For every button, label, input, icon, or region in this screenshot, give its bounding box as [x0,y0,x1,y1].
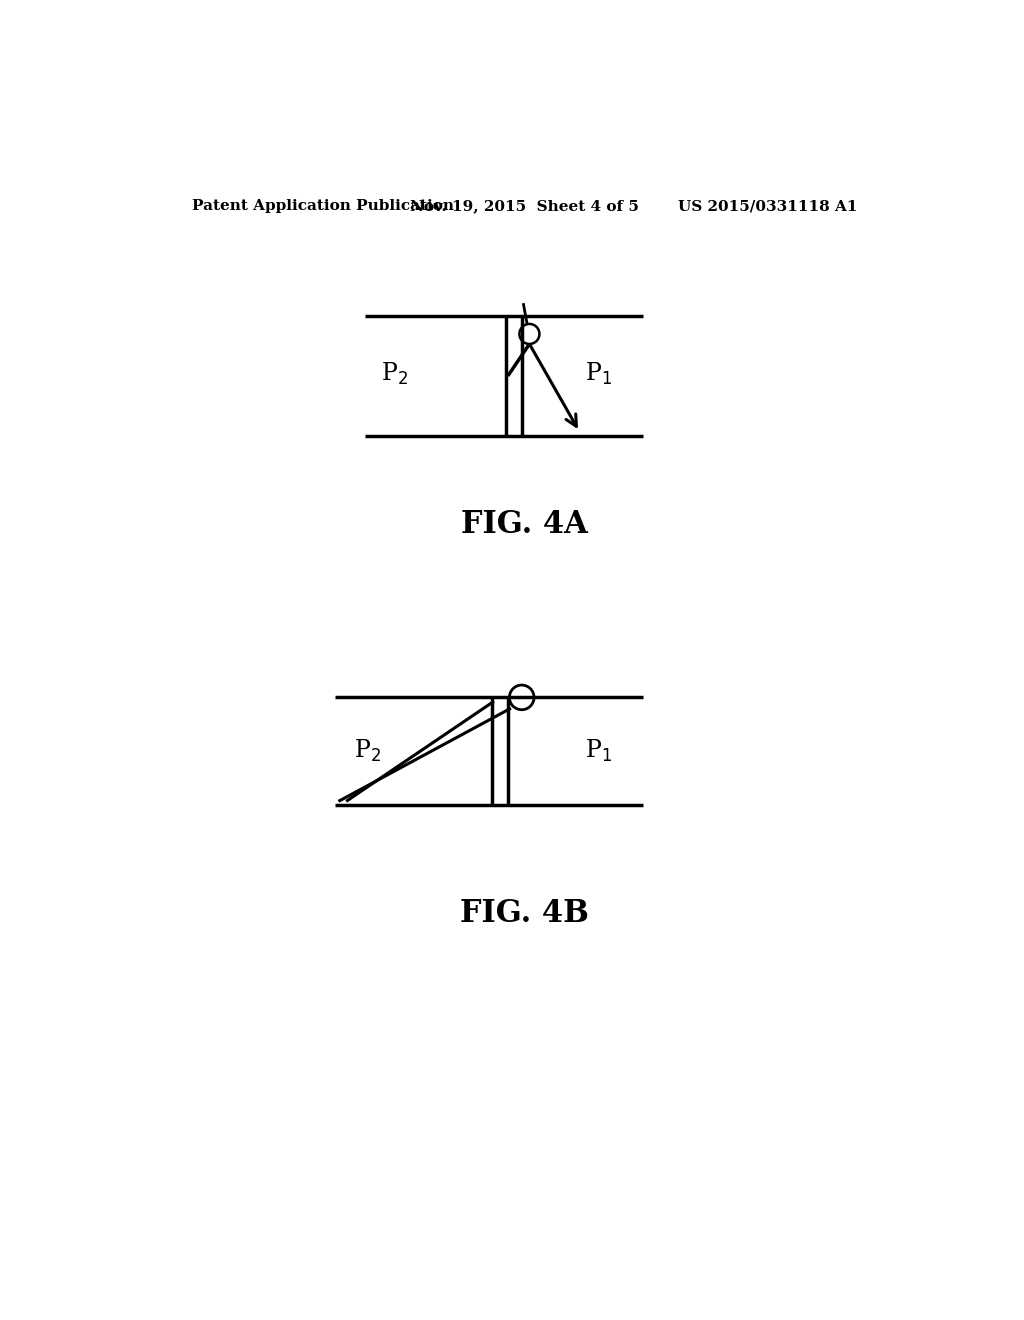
Text: FIG. 4A: FIG. 4A [462,508,588,540]
Text: Nov. 19, 2015  Sheet 4 of 5: Nov. 19, 2015 Sheet 4 of 5 [411,199,639,213]
Text: P$_1$: P$_1$ [585,360,612,387]
Text: P$_2$: P$_2$ [354,738,381,764]
Text: P$_2$: P$_2$ [381,360,408,387]
Text: P$_1$: P$_1$ [585,738,612,764]
Text: US 2015/0331118 A1: US 2015/0331118 A1 [678,199,857,213]
Text: FIG. 4B: FIG. 4B [461,898,589,928]
Text: Patent Application Publication: Patent Application Publication [193,199,455,213]
